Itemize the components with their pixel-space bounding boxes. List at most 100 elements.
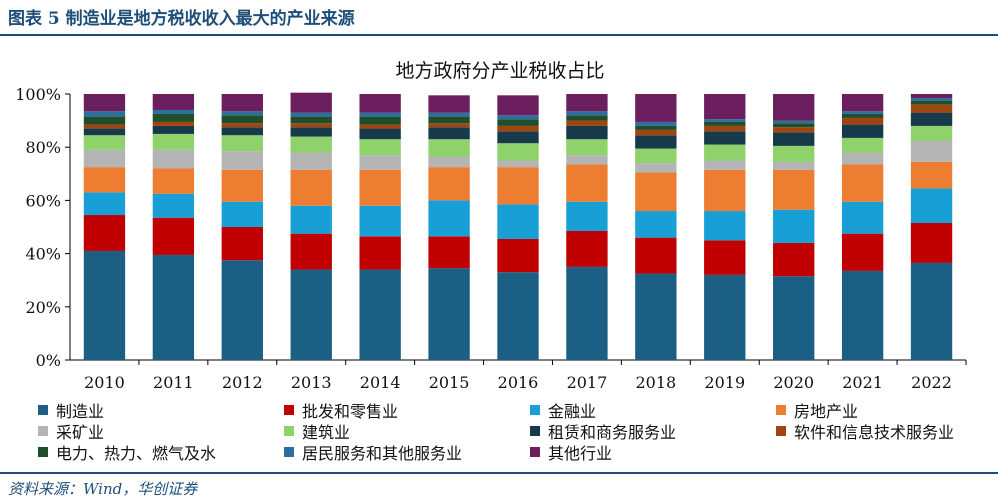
x-tick-label: 2022 bbox=[911, 373, 952, 392]
bar-segment bbox=[635, 121, 677, 126]
legend-swatch bbox=[530, 426, 540, 436]
bar-segment bbox=[428, 268, 470, 360]
bar-segment bbox=[704, 119, 746, 122]
y-tick-label: 80% bbox=[25, 138, 61, 157]
bar-segment bbox=[290, 116, 332, 124]
bar-segment bbox=[83, 94, 126, 112]
x-tick-label: 2021 bbox=[842, 373, 883, 392]
bar-segment bbox=[841, 124, 884, 138]
bar-segment bbox=[290, 92, 332, 113]
y-tick-label: 20% bbox=[25, 298, 61, 317]
source-note: 资料来源：Wind，华创证券 bbox=[8, 480, 198, 498]
bar-segment bbox=[497, 119, 539, 126]
bar-segment bbox=[704, 131, 746, 145]
bar-segment bbox=[773, 123, 815, 128]
legend-item: 建筑业 bbox=[284, 419, 350, 443]
bar-segment bbox=[841, 94, 884, 112]
legend-item: 房地产业 bbox=[776, 398, 858, 422]
legend-item: 制造业 bbox=[38, 398, 104, 422]
bar-segment bbox=[221, 151, 263, 170]
bar-segment bbox=[83, 111, 126, 117]
bar-segment bbox=[497, 95, 539, 116]
bar-segment bbox=[83, 116, 126, 125]
bar-segment bbox=[152, 113, 195, 122]
bar-segment bbox=[773, 145, 815, 162]
bar-segment bbox=[290, 233, 332, 270]
bar-segment bbox=[221, 123, 263, 128]
bar-segment bbox=[773, 120, 815, 124]
bar-segment bbox=[773, 161, 815, 170]
x-tick-label: 2019 bbox=[704, 373, 745, 392]
bar-segment bbox=[910, 140, 953, 162]
bar-segment bbox=[910, 161, 953, 189]
bar-segment bbox=[359, 169, 401, 206]
bar-segment bbox=[152, 193, 195, 218]
y-tick-label: 60% bbox=[25, 191, 61, 210]
bar-segment bbox=[221, 260, 263, 360]
bar-segment bbox=[635, 125, 677, 130]
bar-segment bbox=[841, 111, 884, 114]
x-tick-label: 2013 bbox=[291, 373, 332, 392]
bar-segment bbox=[152, 121, 195, 126]
bar-segment bbox=[152, 254, 195, 360]
bar-segment bbox=[428, 139, 470, 157]
bar-segment bbox=[704, 274, 746, 360]
bar-segment bbox=[221, 94, 263, 112]
bar-segment bbox=[359, 112, 401, 117]
bar-segment bbox=[635, 94, 677, 122]
bar-segment bbox=[566, 139, 608, 156]
bar-segment bbox=[841, 164, 884, 202]
bar-segment bbox=[83, 192, 126, 216]
bar-segment bbox=[497, 143, 539, 161]
bar-segment bbox=[635, 163, 677, 173]
bar-segment bbox=[290, 136, 332, 153]
x-tick-label: 2014 bbox=[360, 373, 401, 392]
bar-segment bbox=[152, 217, 195, 255]
legend-swatch bbox=[38, 405, 48, 415]
y-tick-label: 0% bbox=[36, 351, 61, 370]
bar-segment bbox=[359, 205, 401, 237]
bar-segment bbox=[359, 236, 401, 270]
legend-label: 建筑业 bbox=[302, 423, 351, 442]
bar-segment bbox=[841, 117, 884, 125]
legend-item: 租赁和商务服务业 bbox=[530, 419, 676, 443]
chart-title: 地方政府分产业税收占比 bbox=[395, 60, 604, 82]
bar-segment bbox=[635, 135, 677, 149]
legend-label: 居民服务和其他服务业 bbox=[302, 444, 463, 463]
legend-label: 其他行业 bbox=[548, 444, 613, 463]
bar-segment bbox=[635, 148, 677, 164]
bar-segment bbox=[359, 155, 401, 170]
bar-segment bbox=[221, 169, 263, 202]
legend-label: 金融业 bbox=[548, 402, 597, 421]
bar-segment bbox=[773, 132, 815, 146]
stacked-bar-chart: 地方政府分产业税收占比 0% 20% 40% 60% 80% 100% 2010 2011 2… bbox=[15, 60, 967, 392]
legend-item: 批发和零售业 bbox=[284, 398, 398, 422]
legend-swatch bbox=[776, 426, 786, 436]
bar-segment bbox=[497, 238, 539, 273]
bar-segment bbox=[910, 97, 953, 101]
legend-label: 采矿业 bbox=[56, 423, 105, 442]
bar-segment bbox=[83, 135, 126, 150]
legend-label: 房地产业 bbox=[794, 402, 859, 421]
bar-segment bbox=[566, 201, 608, 231]
bottom-rule bbox=[0, 472, 998, 474]
legend-swatch bbox=[776, 405, 786, 415]
bar-segment bbox=[841, 113, 884, 118]
bar-segment bbox=[910, 223, 953, 263]
bar-segment bbox=[83, 149, 126, 168]
bar-segment bbox=[290, 169, 332, 206]
bar-segment bbox=[635, 273, 677, 360]
bar-segment bbox=[566, 111, 608, 116]
bar-segment bbox=[773, 209, 815, 243]
legend-swatch bbox=[284, 405, 294, 415]
bar-segment bbox=[635, 172, 677, 212]
bar-segment bbox=[773, 127, 815, 133]
bar-segment bbox=[290, 127, 332, 137]
bar-segment bbox=[152, 133, 195, 150]
bar-segment bbox=[359, 269, 401, 360]
x-tick-label: 2020 bbox=[773, 373, 814, 392]
x-tick-label: 2011 bbox=[153, 373, 194, 392]
legend-label: 租赁和商务服务业 bbox=[548, 423, 677, 442]
bar-segment bbox=[221, 201, 263, 227]
legend-item: 软件和信息技术服务业 bbox=[776, 419, 954, 443]
